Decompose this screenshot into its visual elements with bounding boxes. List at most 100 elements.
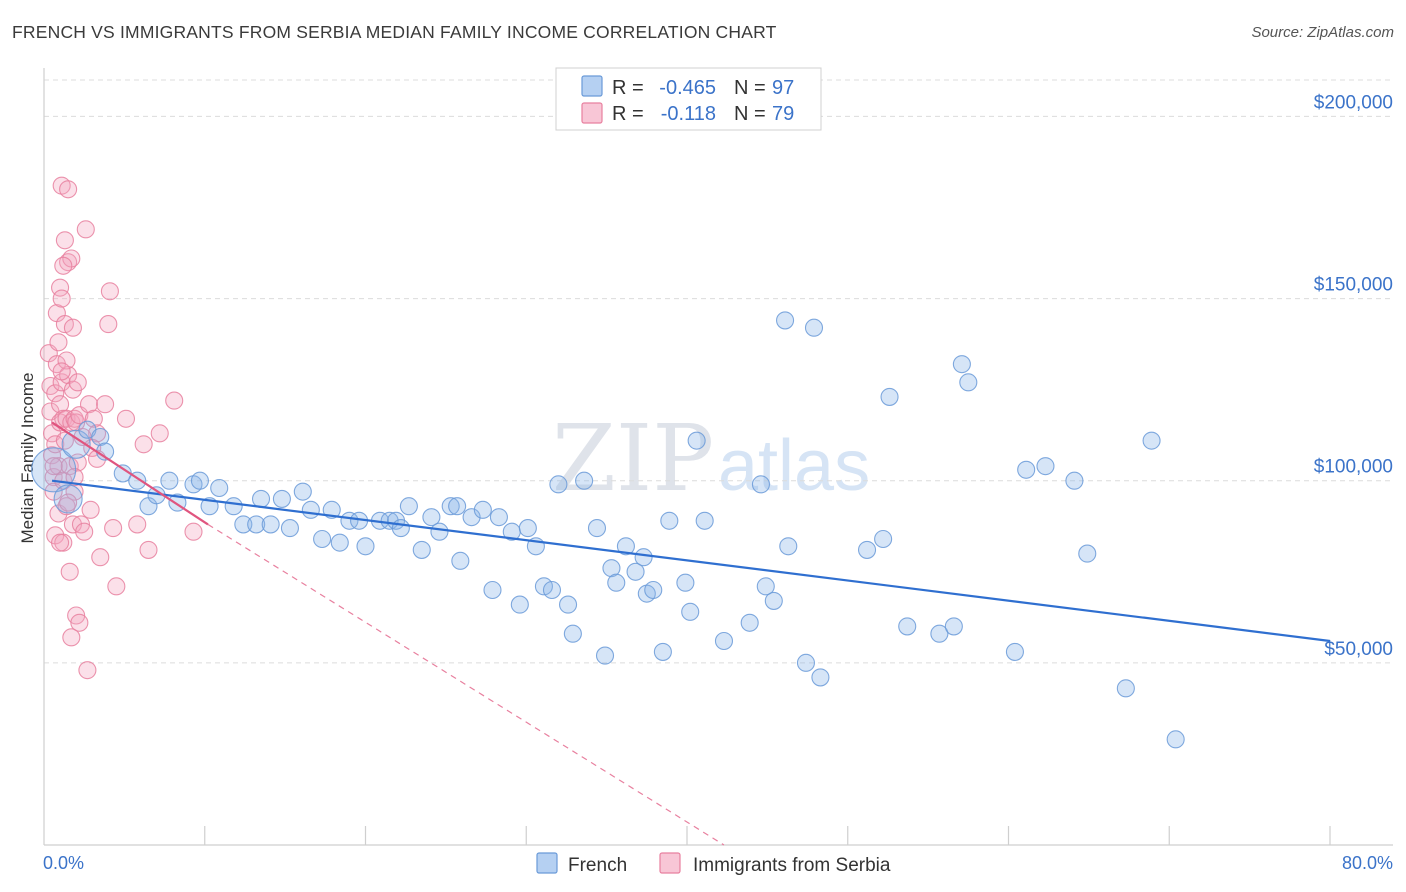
- data-point: [558, 595, 578, 614]
- data-point: [99, 315, 118, 334]
- serbia-n-value: 79: [772, 103, 794, 125]
- series-french: [31, 311, 1185, 749]
- data-point: [322, 500, 341, 519]
- data-point: [412, 540, 431, 559]
- french-swatch: [581, 75, 603, 97]
- legend-french-label: French: [568, 855, 627, 876]
- data-point: [52, 362, 71, 381]
- data-point: [293, 482, 312, 501]
- data-point: [134, 435, 153, 454]
- y-tick-label: $200,000: [1314, 92, 1393, 113]
- data-point: [607, 573, 626, 592]
- data-point: [261, 515, 280, 534]
- data-point: [234, 515, 253, 534]
- y-axis-label: Median Family Income: [18, 372, 37, 543]
- data-point: [448, 497, 467, 516]
- data-point: [489, 508, 508, 527]
- data-point: [676, 573, 695, 592]
- data-point: [63, 318, 82, 337]
- legend-serbia-label: Immigrants from Serbia: [693, 855, 891, 876]
- data-point: [944, 617, 963, 636]
- data-point: [751, 475, 770, 494]
- data-point: [422, 508, 441, 527]
- data-point: [660, 511, 679, 530]
- data-point: [441, 497, 460, 516]
- x-tick-label-max: 80.0%: [1342, 853, 1393, 873]
- data-point: [880, 387, 899, 406]
- data-point: [1017, 460, 1036, 479]
- data-point: [78, 661, 97, 680]
- data-point: [391, 519, 410, 538]
- series-immigrants-from-serbia: [39, 176, 203, 680]
- y-tick-labels: $50,000 $100,000 $150,000 $200,000: [1314, 92, 1393, 659]
- stats-legend: R = -0.465 N = 97 R = -0.118 N = 79: [555, 67, 822, 131]
- data-point: [57, 351, 76, 370]
- data-point: [563, 624, 582, 643]
- french-n-value: 97: [772, 77, 794, 99]
- data-point: [301, 500, 320, 519]
- data-point: [75, 522, 94, 541]
- data-point: [51, 533, 70, 552]
- data-point: [91, 427, 110, 447]
- data-point: [681, 602, 700, 621]
- data-point: [224, 497, 243, 516]
- data-point: [104, 519, 123, 538]
- data-point: [70, 613, 89, 632]
- data-point: [811, 668, 830, 687]
- serbia-r-label: R =: [612, 103, 644, 125]
- data-point: [150, 424, 169, 443]
- data-point: [653, 642, 672, 661]
- data-point: [695, 511, 714, 530]
- data-point: [100, 282, 119, 301]
- data-point: [575, 471, 594, 490]
- x-tick-label-min: 0.0%: [43, 853, 84, 873]
- data-point: [54, 256, 73, 275]
- data-point: [510, 595, 529, 614]
- data-point: [247, 515, 266, 534]
- data-point: [779, 537, 798, 556]
- data-point: [49, 333, 68, 352]
- data-point: [313, 529, 332, 549]
- data-point: [52, 289, 71, 308]
- data-point: [857, 540, 877, 559]
- data-point: [687, 431, 706, 450]
- data-point: [714, 631, 734, 651]
- serbia-r-value: -0.118: [661, 103, 716, 125]
- data-point: [764, 591, 783, 610]
- data-point: [330, 533, 349, 552]
- data-point: [380, 511, 399, 530]
- data-point: [518, 519, 537, 538]
- watermark: ZIP atlas: [552, 405, 870, 512]
- french-r-value: -0.465: [659, 77, 716, 99]
- legend-serbia-swatch: [659, 852, 681, 874]
- data-point: [776, 311, 795, 330]
- data-point: [644, 580, 663, 600]
- serbia-swatch: [581, 102, 603, 124]
- data-point: [756, 577, 775, 596]
- data-point: [740, 613, 759, 632]
- data-point: [874, 529, 893, 549]
- data-point: [139, 540, 158, 559]
- french-r-label: R =: [612, 77, 644, 99]
- data-point: [31, 447, 77, 493]
- data-point: [1116, 679, 1135, 698]
- data-point: [96, 395, 115, 414]
- data-point: [210, 478, 229, 498]
- data-point: [84, 409, 103, 428]
- serbia-trend-extension: [207, 523, 725, 846]
- french-n-label: N =: [734, 77, 766, 99]
- watermark-zip: ZIP: [552, 405, 714, 512]
- data-point: [1036, 457, 1055, 476]
- data-point: [1078, 544, 1097, 563]
- data-point: [55, 231, 74, 250]
- x-axis-ticks: [204, 826, 1331, 845]
- data-point: [952, 355, 971, 374]
- source-note: Source: ZipAtlas.com: [1251, 24, 1394, 41]
- data-point: [959, 373, 978, 392]
- data-point: [190, 471, 209, 490]
- data-point: [356, 537, 375, 556]
- y-tick-label: $150,000: [1314, 275, 1393, 296]
- data-point: [160, 471, 179, 490]
- data-point: [44, 457, 63, 476]
- data-point: [796, 653, 816, 672]
